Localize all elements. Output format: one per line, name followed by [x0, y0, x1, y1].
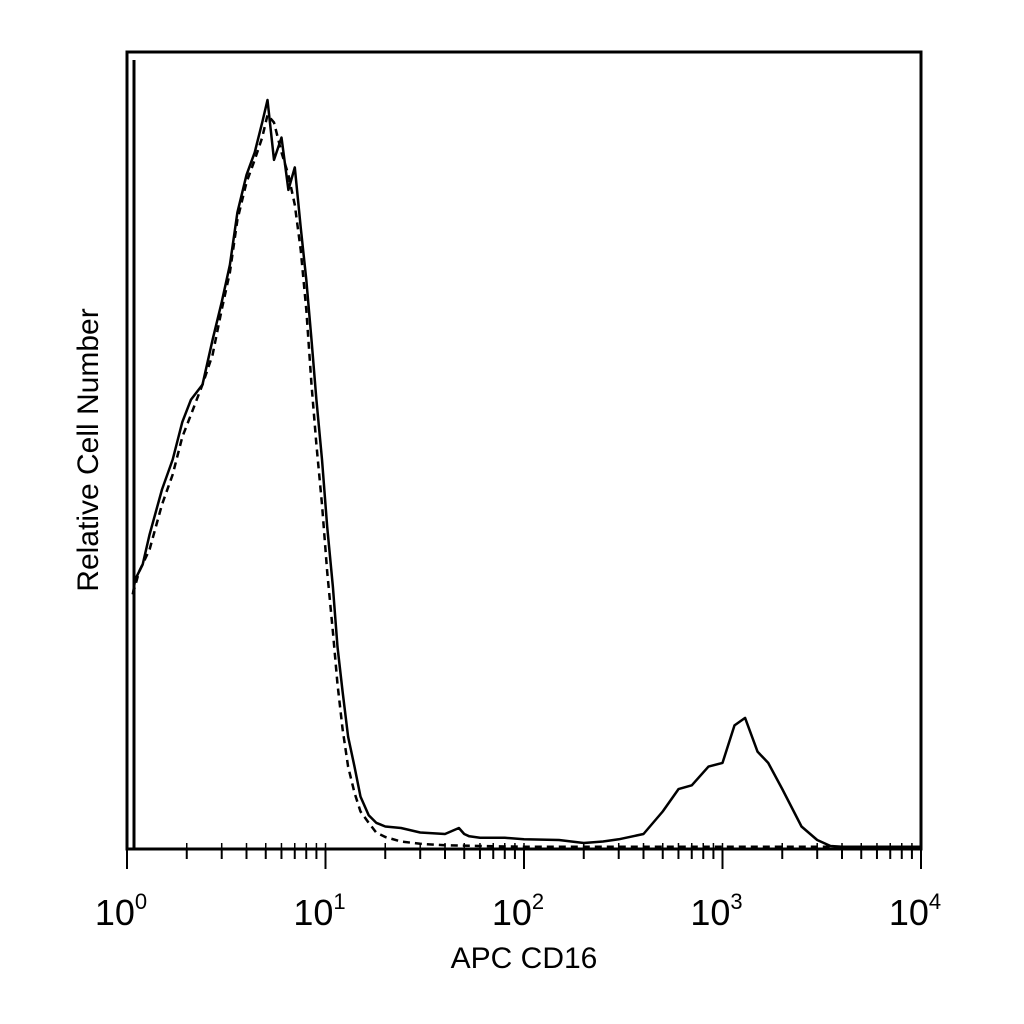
- y-axis-title: Relative Cell Number: [72, 308, 105, 591]
- x-tick-label: 104: [889, 889, 941, 933]
- series-line-dashed: [131, 113, 921, 849]
- series-layer: [131, 98, 921, 849]
- x-tick-label: 101: [293, 889, 345, 933]
- plot-frame: [125, 50, 923, 851]
- x-tick-label: 102: [492, 889, 544, 933]
- x-tick-label: 100: [95, 889, 147, 933]
- series-line-solid: [131, 98, 921, 849]
- x-tick-label: 103: [690, 889, 742, 933]
- x-axis-tick-labels: 100 101 102 103 104: [95, 889, 941, 933]
- x-axis-title: APC CD16: [451, 942, 598, 975]
